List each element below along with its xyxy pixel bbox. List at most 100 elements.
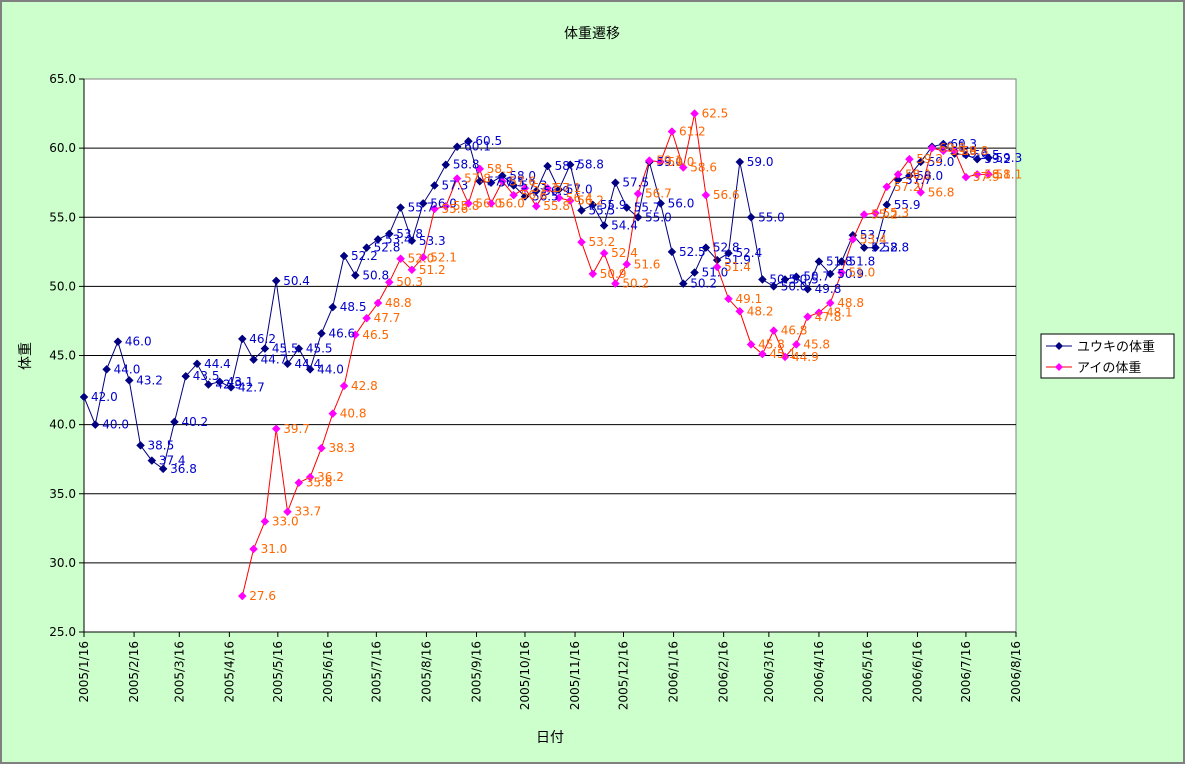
x-tick-label: 2006/6/16 [910, 641, 924, 703]
data-label-0: 58.8 [577, 158, 604, 172]
data-label-1: 57.1 [555, 181, 582, 195]
data-label-1: 59.8 [962, 144, 989, 158]
data-label-1: 40.8 [340, 407, 367, 421]
data-point-1 [305, 472, 315, 482]
data-label-1: 35.8 [306, 476, 333, 490]
data-label-0: 50.0 [781, 279, 808, 293]
data-label-1: 52.1 [430, 250, 457, 264]
data-point-1 [712, 262, 722, 272]
data-point-0 [724, 248, 733, 258]
data-label-1: 52.0 [408, 252, 435, 266]
data-label-1: 59.8 [950, 144, 977, 158]
data-point-1 [984, 170, 993, 179]
data-label-1: 57.1 [532, 181, 559, 195]
x-tick-label: 2005/12/16 [616, 641, 630, 710]
data-point-1 [271, 424, 281, 434]
data-point-1 [509, 190, 519, 200]
data-point-1 [418, 252, 428, 262]
data-label-0: 44.7 [261, 353, 288, 367]
data-point-0 [825, 269, 835, 279]
data-label-0: 55.9 [894, 198, 921, 212]
data-point-1 [690, 109, 699, 118]
data-label-1: 51.4 [724, 260, 751, 274]
data-label-1: 45.8 [803, 337, 830, 351]
y-axis-label: 体重 [18, 342, 34, 370]
x-tick-label: 2005/3/16 [172, 641, 186, 703]
data-point-0 [656, 199, 665, 208]
x-tick-label: 2005/10/16 [518, 641, 532, 710]
data-label-1: 27.6 [249, 589, 276, 603]
y-tick-label: 40.0 [49, 418, 76, 432]
data-point-0 [79, 392, 89, 402]
data-point-0 [351, 270, 360, 280]
data-point-0 [407, 236, 417, 246]
legend-marker-yuuki [1055, 342, 1063, 350]
data-label-1: 59.0 [668, 155, 695, 169]
data-point-1 [373, 298, 383, 308]
data-label-0: 59.0 [928, 155, 955, 169]
data-point-1 [554, 193, 564, 203]
data-label-1: 33.7 [295, 505, 322, 519]
data-label-1: 55.8 [453, 199, 480, 213]
x-tick-label: 2006/2/16 [717, 641, 731, 703]
data-label-0: 48.5 [340, 300, 367, 314]
data-label-1: 56.7 [645, 187, 672, 201]
data-label-1: 58.1 [996, 167, 1023, 181]
data-label-1: 36.2 [317, 470, 344, 484]
data-label-0: 55.9 [600, 198, 627, 212]
data-point-1 [577, 237, 586, 247]
data-point-0 [430, 181, 439, 190]
data-point-1 [611, 279, 620, 288]
data-point-0 [362, 243, 372, 253]
data-label-0: 52.8 [713, 241, 740, 255]
data-label-1: 59.2 [916, 152, 943, 166]
data-label-1: 49.1 [735, 292, 762, 306]
data-point-0 [192, 359, 202, 369]
data-point-1 [758, 349, 767, 359]
data-point-1 [825, 298, 835, 308]
data-label-0: 50.7 [803, 270, 830, 284]
data-point-0 [396, 203, 405, 212]
data-label-1: 60.0 [939, 141, 966, 155]
data-label-0: 60.5 [475, 134, 502, 148]
data-point-1 [317, 443, 326, 453]
data-label-0: 58.0 [916, 169, 943, 183]
data-label-0: 53.3 [419, 234, 446, 248]
x-tick-label: 2006/4/16 [812, 641, 826, 703]
data-label-1: 39.7 [283, 422, 310, 436]
data-point-1 [678, 163, 688, 172]
data-label-1: 46.8 [781, 324, 808, 338]
data-label-1: 47.8 [815, 310, 842, 324]
data-label-0: 57.7 [905, 173, 932, 187]
data-label-1: 50.2 [622, 277, 649, 291]
data-label-1: 58.6 [690, 160, 717, 174]
data-point-0 [520, 192, 530, 201]
data-label-0: 56.5 [532, 190, 559, 204]
data-label-0: 44.0 [114, 362, 141, 376]
data-point-0 [113, 337, 123, 347]
data-point-1 [633, 189, 643, 199]
data-label-0: 60.3 [950, 137, 977, 151]
data-label-0: 50.5 [769, 272, 796, 286]
data-point-0 [271, 276, 281, 286]
data-point-1 [837, 268, 846, 277]
data-point-0 [441, 160, 451, 170]
x-tick-label: 2005/8/16 [419, 641, 433, 703]
x-tick-label: 2006/8/16 [1009, 641, 1023, 703]
data-label-1: 33.0 [272, 514, 299, 528]
data-label-0: 54.4 [611, 219, 638, 233]
x-tick-label: 2005/7/16 [369, 641, 383, 703]
data-label-1: 45.8 [758, 337, 785, 351]
data-label-0: 53.4 [385, 232, 412, 246]
data-label-0: 50.5 [792, 272, 819, 286]
data-point-0 [418, 199, 428, 208]
x-tick-label: 2005/9/16 [470, 641, 484, 703]
y-axis: 25.0 30.0 35.0 40.0 45.0 50.0 55.0 60.0 65.0 [49, 72, 85, 639]
data-point-1 [430, 204, 439, 214]
legend-box [1040, 333, 1175, 379]
data-label-0: 51.9 [724, 253, 751, 267]
data-label-1: 42.8 [351, 379, 378, 393]
data-point-0 [226, 382, 236, 392]
data-point-0 [215, 377, 225, 387]
y-tick-label: 45.0 [49, 349, 76, 363]
